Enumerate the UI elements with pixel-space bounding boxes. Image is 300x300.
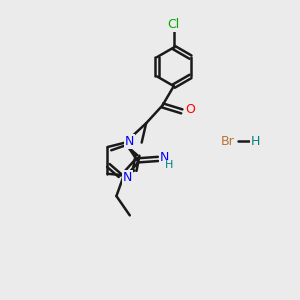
Text: N: N: [123, 171, 132, 184]
Text: Cl: Cl: [168, 18, 180, 31]
Text: N: N: [125, 135, 134, 148]
Text: N: N: [160, 151, 169, 164]
Text: O: O: [185, 103, 195, 116]
Text: H: H: [251, 135, 260, 148]
Text: Br: Br: [220, 135, 234, 148]
Text: H: H: [165, 160, 173, 170]
